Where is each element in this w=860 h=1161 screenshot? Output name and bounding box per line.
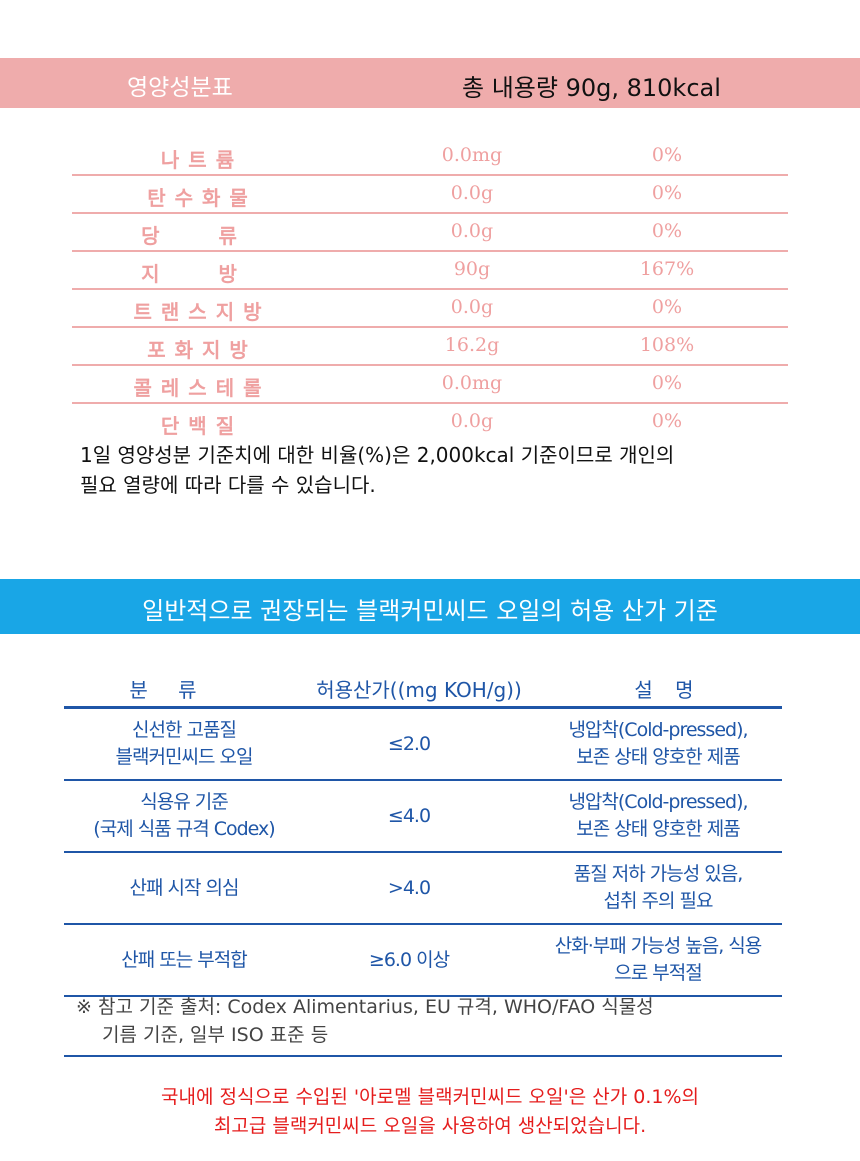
nutrient-amount: 16.2g — [444, 334, 500, 356]
nutrient-name: 탄수화물 — [147, 186, 257, 210]
category-line: 신선한 고품질 — [132, 719, 237, 741]
row-description: 냉압착(Cold-pressed), 보존 상태 양호한 제품 — [534, 709, 782, 779]
nutrient-amount: 0.0mg — [441, 372, 503, 394]
nutrition-total: 총 내용량 90g, 810kcal — [462, 74, 721, 102]
table-row: 콜레스테롤 0.0mg 0% — [72, 366, 788, 404]
table-row: 트랜스지방 0.0g 0% — [72, 290, 788, 328]
nutrient-name: 나트륨 — [160, 148, 244, 172]
nutrient-amount: 0.0mg — [441, 144, 503, 166]
row-value: ≤4.0 — [387, 804, 431, 827]
nutrient-name: 트랜스지방 — [133, 300, 271, 324]
nutrient-percent: 167% — [639, 258, 695, 280]
description-line: 품질 저하 가능성 있음, — [573, 863, 743, 885]
table-row: 포화지방 16.2g 108% — [72, 328, 788, 366]
nutrient-amount: 0.0g — [450, 410, 494, 432]
nutrient-name: 단백질 — [160, 414, 244, 438]
footnote-line: ※ 참고 기준 출처: Codex Alimentarius, EU 규격, W… — [76, 996, 654, 1018]
nutrition-note: 1일 영양성분 기준치에 대한 비율(%)은 2,000kcal 기준이므로 개… — [80, 440, 800, 500]
nutrient-percent: 0% — [651, 296, 683, 318]
nutrient-percent: 0% — [651, 220, 683, 242]
row-description: 냉압착(Cold-pressed), 보존 상태 양호한 제품 — [534, 781, 782, 851]
table-row: 지 방 90g 167% — [72, 252, 788, 290]
description-line: 보존 상태 양호한 제품 — [576, 818, 740, 840]
acid-title: 일반적으로 권장되는 블랙커민씨드 오일의 허용 산가 기준 — [142, 597, 718, 625]
description-line: 보존 상태 양호한 제품 — [576, 746, 740, 768]
nutrient-name: 지 방 — [141, 262, 263, 286]
footnote-line: 기름 기준, 일부 ISO 표준 등 — [102, 1024, 329, 1046]
row-category: 산패 시작 의심 — [129, 876, 240, 899]
header-value: 허용산가((mg KOH/g)) — [316, 678, 522, 702]
notice-line: 국내에 정식으로 수입된 '아로멜 블랙커민씨드 오일'은 산가 0.1%의 — [161, 1086, 699, 1108]
acid-header-band: 일반적으로 권장되는 블랙커민씨드 오일의 허용 산가 기준 — [0, 579, 860, 634]
nutrient-name: 콜레스테롤 — [133, 376, 271, 400]
acid-table-header: 분 류 허용산가((mg KOH/g)) 설 명 — [64, 666, 782, 709]
import-notice: 국내에 정식으로 수입된 '아로멜 블랙커민씨드 오일'은 산가 0.1%의 최… — [0, 1083, 860, 1141]
category-line: 블랙커민씨드 오일 — [115, 746, 254, 768]
row-category: 산패 또는 부적합 — [121, 948, 247, 971]
nutrient-amount: 90g — [453, 258, 491, 280]
nutrient-name: 포화지방 — [147, 338, 257, 362]
row-category: 식용유 기준 (국제 식품 규격 Codex) — [64, 781, 304, 851]
notice-line: 최고급 블랙커민씨드 오일을 사용하여 생산되었습니다. — [213, 1115, 647, 1137]
row-description: 품질 저하 가능성 있음, 섭취 주의 필요 — [534, 853, 782, 923]
nutrient-percent: 0% — [651, 144, 683, 166]
table-row: 산패 시작 의심 >4.0 품질 저하 가능성 있음, 섭취 주의 필요 — [64, 853, 782, 925]
description-line: 냉압착(Cold-pressed), — [568, 719, 748, 741]
nutrient-percent: 0% — [651, 410, 683, 432]
row-value: ≥6.0 이상 — [368, 948, 450, 971]
table-row: 식용유 기준 (국제 식품 규격 Codex) ≤4.0 냉압착(Cold-pre… — [64, 781, 782, 853]
category-line: 식용유 기준 — [140, 791, 228, 813]
table-row: 탄수화물 0.0g 0% — [72, 176, 788, 214]
nutrient-amount: 0.0g — [450, 182, 494, 204]
nutrition-note-line: 필요 열량에 따라 다를 수 있습니다. — [80, 473, 376, 497]
row-value: ≤2.0 — [387, 732, 431, 755]
nutrient-percent: 0% — [651, 182, 683, 204]
nutrition-title: 영양성분표 — [127, 75, 233, 101]
header-category: 분 류 — [129, 678, 209, 702]
category-line: (국제 식품 규격 Codex) — [93, 818, 275, 840]
nutrient-percent: 108% — [639, 334, 695, 356]
nutrient-amount: 0.0g — [450, 220, 494, 242]
table-row: 당 류 0.0g 0% — [72, 214, 788, 252]
description-line: 산화·부패 가능성 높음, 식용 — [554, 935, 762, 957]
nutrition-table: 나트륨 0.0mg 0% 탄수화물 0.0g 0% 당 류 0.0g 0% 지 … — [72, 138, 788, 440]
nutrition-header-band: 영양성분표 총 내용량 90g, 810kcal — [0, 58, 860, 108]
acid-footnote: ※ 참고 기준 출처: Codex Alimentarius, EU 규격, W… — [64, 993, 782, 1057]
nutrition-note-line: 1일 영양성분 기준치에 대한 비율(%)은 2,000kcal 기준이므로 개… — [80, 443, 675, 467]
table-row: 나트륨 0.0mg 0% — [72, 138, 788, 176]
description-line: 으로 부적절 — [614, 962, 702, 984]
table-row: 단백질 0.0g 0% — [72, 404, 788, 440]
nutrient-percent: 0% — [651, 372, 683, 394]
header-description: 설 명 — [634, 678, 702, 702]
description-line: 냉압착(Cold-pressed), — [568, 791, 748, 813]
description-line: 섭취 주의 필요 — [603, 890, 714, 912]
nutrient-amount: 0.0g — [450, 296, 494, 318]
nutrient-name: 당 류 — [141, 224, 263, 248]
row-value: >4.0 — [387, 876, 431, 899]
